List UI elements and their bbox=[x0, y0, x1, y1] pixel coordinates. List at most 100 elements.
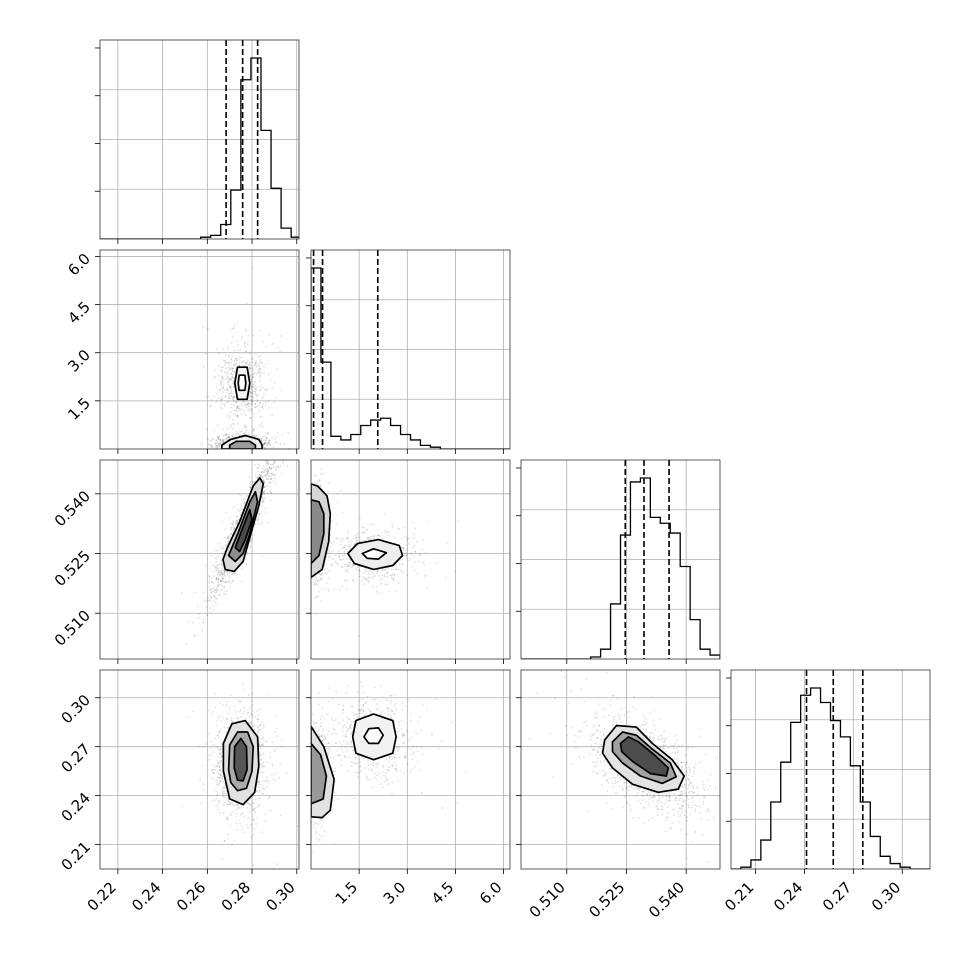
sample-point bbox=[254, 392, 257, 395]
sample-point bbox=[306, 515, 308, 517]
sample-point bbox=[229, 528, 232, 530]
sample-point bbox=[308, 537, 310, 539]
sample-point bbox=[235, 322, 238, 325]
sample-point bbox=[370, 536, 373, 538]
sample-point bbox=[236, 416, 238, 418]
sample-point bbox=[215, 445, 218, 447]
sample-point bbox=[226, 392, 229, 394]
sample-point bbox=[307, 601, 309, 603]
sample-point bbox=[373, 534, 376, 537]
sample-point bbox=[260, 753, 262, 756]
sample-point bbox=[226, 700, 229, 703]
sample-point bbox=[254, 361, 257, 363]
sample-point bbox=[320, 467, 323, 470]
sample-point bbox=[262, 340, 264, 343]
sample-point bbox=[166, 706, 168, 708]
sample-point bbox=[413, 569, 416, 572]
sample-point bbox=[229, 803, 232, 806]
sample-point bbox=[253, 464, 256, 466]
sample-point bbox=[419, 553, 422, 556]
sample-point bbox=[245, 361, 248, 364]
sample-point bbox=[266, 460, 268, 462]
sample-point bbox=[233, 396, 236, 398]
sample-point bbox=[345, 557, 348, 560]
sample-point bbox=[234, 401, 237, 403]
sample-point bbox=[392, 579, 395, 582]
sample-point bbox=[232, 465, 234, 467]
sample-point bbox=[224, 367, 227, 370]
sample-point bbox=[226, 803, 229, 806]
sample-point bbox=[212, 604, 215, 607]
sample-point bbox=[307, 573, 309, 575]
sample-point bbox=[250, 836, 253, 839]
sample-point bbox=[277, 467, 280, 469]
sample-point bbox=[249, 391, 251, 394]
sample-point bbox=[218, 583, 221, 586]
sample-point bbox=[253, 427, 256, 430]
sample-point bbox=[356, 566, 359, 569]
sample-point bbox=[208, 581, 210, 584]
sample-point bbox=[367, 573, 370, 575]
sample-point bbox=[270, 492, 273, 494]
sample-point bbox=[227, 535, 230, 538]
sample-point bbox=[305, 531, 307, 533]
sample-point bbox=[246, 404, 249, 406]
contour-level-1 bbox=[237, 374, 247, 392]
sample-point bbox=[229, 411, 232, 414]
sample-point bbox=[245, 495, 248, 498]
sample-point bbox=[206, 428, 209, 430]
sample-point bbox=[309, 578, 311, 580]
sample-point bbox=[200, 801, 203, 804]
sample-point bbox=[252, 383, 255, 386]
sample-point bbox=[260, 728, 263, 731]
sample-point bbox=[270, 478, 273, 480]
sample-point bbox=[238, 492, 241, 495]
sample-point bbox=[219, 438, 222, 441]
sample-point bbox=[271, 342, 274, 345]
sample-point bbox=[261, 468, 264, 471]
sample-point bbox=[250, 401, 253, 404]
sample-point bbox=[266, 461, 269, 464]
sample-point bbox=[217, 577, 220, 579]
sample-point bbox=[315, 612, 318, 615]
sample-point bbox=[208, 709, 211, 712]
sample-point bbox=[244, 362, 247, 364]
sample-point bbox=[280, 335, 283, 337]
sample-point bbox=[229, 392, 231, 395]
sample-point bbox=[213, 588, 216, 591]
sample-point bbox=[217, 444, 220, 447]
sample-point bbox=[325, 582, 328, 584]
sample-point bbox=[383, 574, 386, 576]
sample-point bbox=[251, 391, 253, 394]
sample-point bbox=[221, 380, 224, 383]
sample-point bbox=[266, 443, 269, 446]
sample-point bbox=[286, 398, 288, 400]
sample-point bbox=[252, 358, 254, 361]
sample-point bbox=[220, 384, 223, 386]
sample-point bbox=[200, 444, 203, 447]
sample-point bbox=[256, 454, 258, 456]
sample-point bbox=[256, 783, 259, 786]
sample-point bbox=[306, 515, 308, 517]
sample-point bbox=[254, 807, 256, 810]
sample-point bbox=[255, 365, 258, 368]
sample-point bbox=[395, 568, 398, 571]
sample-point bbox=[235, 359, 238, 362]
sample-point bbox=[280, 445, 282, 447]
sample-point bbox=[220, 720, 223, 722]
sample-point bbox=[314, 481, 316, 484]
sample-point bbox=[250, 386, 252, 389]
sample-point bbox=[213, 575, 216, 578]
sample-point bbox=[234, 395, 237, 398]
sample-point bbox=[260, 475, 263, 478]
sample-point bbox=[240, 408, 243, 411]
sample-point bbox=[403, 553, 406, 555]
sample-point bbox=[218, 801, 221, 804]
sample-point bbox=[264, 474, 266, 477]
sample-point bbox=[250, 804, 253, 807]
sample-point bbox=[341, 547, 344, 549]
sample-point bbox=[230, 394, 233, 397]
sample-point bbox=[217, 735, 219, 737]
sample-point bbox=[212, 595, 215, 598]
sample-point bbox=[251, 393, 254, 395]
